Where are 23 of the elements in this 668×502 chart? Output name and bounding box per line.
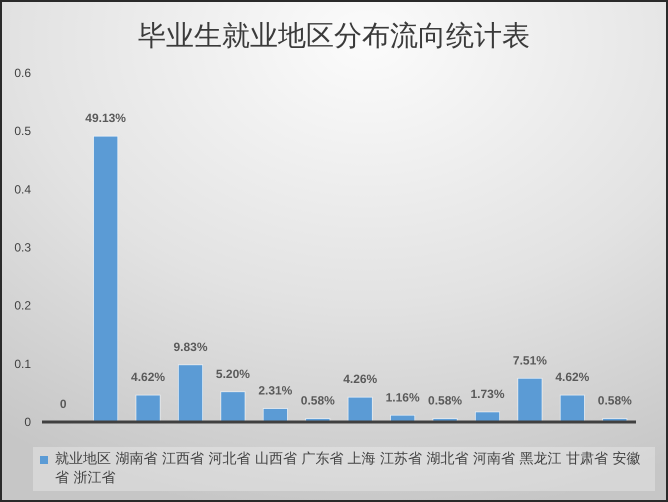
legend: 就业地区 湖南省 江西省 河北省 山西省 广东省 上海 江苏省 湖北省 河南省 黑龙江 甘肃省 安徽省 浙江省	[33, 447, 655, 491]
data-label: 1.73%	[470, 386, 505, 401]
data-label: 1.16%	[386, 390, 420, 404]
data-label: 0.58%	[598, 394, 632, 408]
data-label: 4.62%	[555, 370, 590, 384]
data-label: 9.83%	[173, 340, 208, 354]
data-label: 0	[60, 397, 67, 411]
data-label: 4.62%	[131, 370, 166, 384]
y-tick: 0.2	[14, 298, 31, 313]
y-tick: 0.5	[14, 124, 31, 138]
title: 毕业生就业地区分布流向统计表	[138, 19, 530, 52]
y-tick: 0	[24, 415, 31, 429]
data-label: 49.13%	[85, 111, 126, 126]
y-tick: 0.1	[14, 356, 31, 371]
data-label: 2.31%	[258, 384, 292, 398]
data-label: 7.51%	[512, 353, 547, 368]
data-label: 5.20%	[216, 366, 250, 381]
y-tick: 0.4	[14, 182, 31, 196]
data-label: 0.58%	[300, 394, 335, 408]
y-tick: 0.6	[14, 66, 31, 80]
y-tick: 0.3	[14, 240, 31, 254]
data-label: 4.26%	[343, 372, 378, 386]
data-label: 0.58%	[428, 394, 462, 408]
